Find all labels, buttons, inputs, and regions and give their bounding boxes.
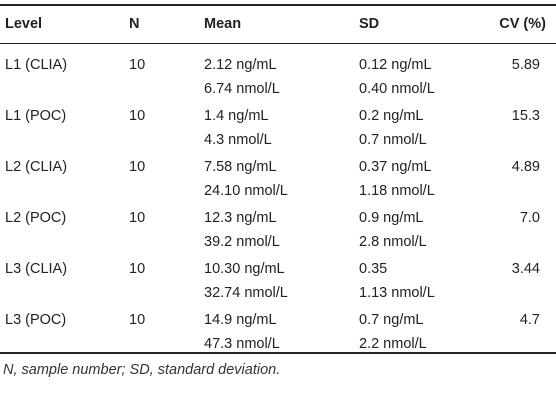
cell-mean-nmoll: 32.74 nmol/L — [204, 285, 288, 301]
cell-mean-ngml: 1.4 ng/mL — [204, 108, 269, 124]
cell-mean-nmoll: 24.10 nmol/L — [204, 183, 288, 199]
cell-cv: 3.44 — [511, 261, 540, 277]
cell-mean-nmoll: 6.74 nmol/L — [204, 81, 280, 97]
cell-mean-ngml: 7.58 ng/mL — [204, 159, 277, 175]
cell-sd-ngml: 0.35 — [359, 261, 388, 277]
cell-level: L2 (POC) — [5, 210, 67, 226]
cell-sd-nmoll: 2.8 nmol/L — [359, 234, 427, 250]
cell-sd-nmoll: 0.7 nmol/L — [359, 132, 427, 148]
cell-n: 10 — [129, 261, 146, 277]
header-sd: SD — [359, 16, 380, 32]
cell-sd-nmoll: 0.40 nmol/L — [359, 81, 435, 97]
cell-sd-ngml: 0.12 ng/mL — [359, 57, 432, 73]
header-mean: Mean — [204, 16, 242, 32]
cell-level: L2 (CLIA) — [5, 159, 68, 175]
header-level: Level — [5, 16, 43, 32]
cell-cv: 15.3 — [511, 108, 540, 124]
cell-sd-nmoll: 1.13 nmol/L — [359, 285, 435, 301]
cell-mean-nmoll: 39.2 nmol/L — [204, 234, 280, 250]
cell-mean-nmoll: 4.3 nmol/L — [204, 132, 272, 148]
cell-sd-ngml: 0.7 ng/mL — [359, 312, 424, 328]
table-footnote: N, sample number; SD, standard deviation… — [3, 362, 281, 378]
cell-sd-ngml: 0.37 ng/mL — [359, 159, 432, 175]
cell-level: L1 (POC) — [5, 108, 67, 124]
cell-n: 10 — [129, 108, 146, 124]
cell-n: 10 — [129, 159, 146, 175]
cell-n: 10 — [129, 312, 146, 328]
cell-level: L1 (CLIA) — [5, 57, 68, 73]
header-cv: CV (%) — [499, 16, 546, 32]
cell-cv: 7.0 — [519, 210, 540, 226]
cell-level: L3 (CLIA) — [5, 261, 68, 277]
cell-n: 10 — [129, 57, 146, 73]
cell-mean-ngml: 2.12 ng/mL — [204, 57, 277, 73]
cell-mean-ngml: 10.30 ng/mL — [204, 261, 285, 277]
cell-sd-ngml: 0.2 ng/mL — [359, 108, 424, 124]
cell-sd-nmoll: 1.18 nmol/L — [359, 183, 435, 199]
cell-mean-ngml: 14.9 ng/mL — [204, 312, 277, 328]
cell-sd-ngml: 0.9 ng/mL — [359, 210, 424, 226]
cell-cv: 5.89 — [511, 57, 540, 73]
cell-level: L3 (POC) — [5, 312, 67, 328]
table-top-rule — [0, 4, 556, 6]
cell-cv: 4.89 — [511, 159, 540, 175]
header-n: N — [129, 16, 140, 32]
cell-cv: 4.7 — [519, 312, 540, 328]
cell-n: 10 — [129, 210, 146, 226]
cell-mean-ngml: 12.3 ng/mL — [204, 210, 277, 226]
table-bottom-rule — [0, 352, 556, 354]
cell-sd-nmoll: 2.2 nmol/L — [359, 336, 427, 352]
table-header-rule — [0, 43, 556, 44]
cell-mean-nmoll: 47.3 nmol/L — [204, 336, 280, 352]
